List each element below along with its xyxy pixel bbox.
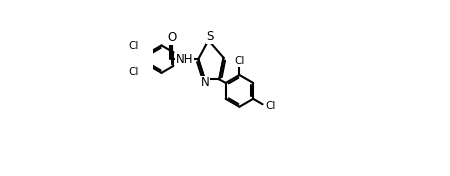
Text: N: N	[200, 76, 209, 89]
Text: Cl: Cl	[129, 41, 139, 51]
Text: NH: NH	[176, 53, 194, 66]
Text: Cl: Cl	[265, 101, 275, 111]
Text: Cl: Cl	[234, 56, 245, 66]
Text: S: S	[207, 30, 214, 43]
Text: Cl: Cl	[129, 67, 139, 77]
Text: O: O	[168, 31, 177, 44]
